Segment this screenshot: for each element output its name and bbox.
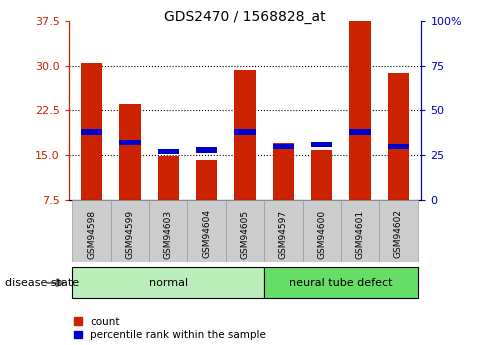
Text: disease state: disease state: [5, 278, 79, 288]
Text: neural tube defect: neural tube defect: [289, 278, 392, 288]
Text: GSM94599: GSM94599: [125, 209, 134, 258]
Bar: [273, 144, 294, 149]
Bar: [81, 62, 102, 200]
Text: GSM94602: GSM94602: [394, 209, 403, 258]
Text: GSM94600: GSM94600: [317, 209, 326, 258]
Bar: [120, 140, 141, 145]
Bar: [158, 156, 179, 200]
Legend: count, percentile rank within the sample: count, percentile rank within the sample: [74, 317, 267, 340]
Text: GSM94598: GSM94598: [87, 209, 96, 258]
Bar: [73, 200, 111, 262]
Text: GSM94605: GSM94605: [241, 209, 249, 258]
Bar: [379, 200, 417, 262]
Text: GSM94604: GSM94604: [202, 209, 211, 258]
Bar: [302, 200, 341, 262]
Bar: [311, 142, 332, 147]
Bar: [188, 200, 226, 262]
Text: GSM94601: GSM94601: [356, 209, 365, 258]
Bar: [234, 129, 256, 135]
Text: normal: normal: [149, 278, 188, 288]
Text: GDS2470 / 1568828_at: GDS2470 / 1568828_at: [164, 10, 326, 24]
Bar: [349, 21, 370, 200]
Bar: [120, 105, 141, 200]
Bar: [81, 129, 102, 135]
Bar: [311, 150, 332, 200]
Bar: [234, 70, 256, 200]
Bar: [196, 147, 217, 152]
Bar: [73, 267, 264, 298]
Bar: [264, 267, 417, 298]
Bar: [196, 160, 217, 200]
Bar: [226, 200, 264, 262]
Bar: [388, 73, 409, 200]
Bar: [264, 200, 302, 262]
Bar: [149, 200, 188, 262]
Bar: [273, 143, 294, 200]
Bar: [341, 200, 379, 262]
Bar: [158, 149, 179, 154]
Text: GSM94603: GSM94603: [164, 209, 173, 258]
Text: GSM94597: GSM94597: [279, 209, 288, 258]
Bar: [111, 200, 149, 262]
Bar: [349, 129, 370, 135]
Bar: [388, 144, 409, 149]
